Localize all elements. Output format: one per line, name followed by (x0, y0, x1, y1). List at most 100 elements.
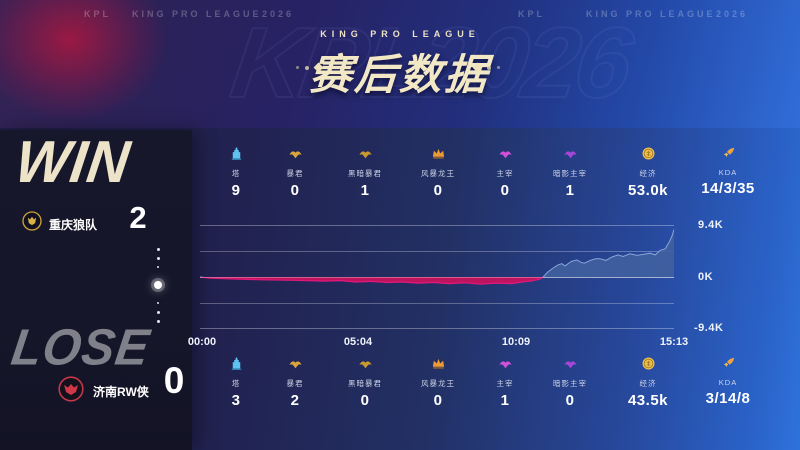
stat-value: 0 (565, 392, 575, 409)
stat-win-storm-dragon: 风暴龙王 0 (398, 146, 478, 199)
divider-dot (157, 320, 160, 323)
page-title: 赛后数据 (308, 51, 492, 98)
win-team-score: 2 (129, 200, 147, 235)
divider-dot (157, 311, 160, 314)
stat-value: 53.0k (627, 182, 669, 199)
stat-value: 1 (565, 182, 575, 199)
lose-team-logo (58, 376, 84, 407)
stat-label: 经济 (639, 379, 657, 388)
gold-diff-edge-positive (200, 229, 674, 277)
divider-glow-dot (154, 281, 162, 289)
stat-value: 1 (500, 392, 510, 409)
stat-label: KDA (718, 168, 738, 177)
stat-lose-dark-tyrant: 黑暗暴君 0 (325, 356, 405, 409)
stat-win-kda: KDA 14/3/35 (688, 146, 768, 197)
stat-win-shadow-overlord: 暗影主宰 1 (530, 146, 610, 199)
stat-value: 3/14/8 (705, 390, 751, 407)
stat-value: 3 (231, 392, 241, 409)
stat-lose-kda: KDA 3/14/8 (688, 356, 768, 407)
lose-team-name: 济南RW侠 (93, 385, 149, 399)
watermark-kpl: KPL (84, 9, 111, 19)
watermark-league: KING PRO LEAGUE (132, 9, 262, 19)
stat-win-dark-tyrant: 黑暗暴君 1 (325, 146, 405, 199)
storm-dragon-icon (431, 146, 446, 162)
stat-value: 2 (290, 392, 300, 409)
divider-dot (157, 248, 160, 251)
tyrant-icon (288, 356, 303, 372)
win-result-label: WIN (11, 128, 135, 196)
tower-icon (229, 356, 244, 372)
stat-label: 风暴龙王 (421, 169, 455, 178)
stat-label: 暴君 (286, 379, 304, 388)
gold-diff-area-negative (200, 277, 674, 285)
stat-value: 0 (500, 182, 510, 199)
divider-dot (157, 266, 159, 268)
watermark-league: KING PRO LEAGUE (586, 9, 716, 19)
y-tick-min: -9.4K (694, 322, 724, 334)
storm-dragon-icon (431, 356, 446, 372)
stat-label: 暴君 (286, 169, 304, 178)
stat-lose-overlord: 主宰 1 (465, 356, 545, 409)
league-label: KING PRO LEAGUE (320, 29, 480, 39)
watermark-year: 2026 (262, 9, 295, 19)
x-tick-1: 05:04 (343, 336, 373, 348)
stat-value: 14/3/35 (701, 180, 755, 197)
stat-value: 0 (433, 182, 443, 199)
divider-dot (157, 302, 159, 304)
title-ornament-right (472, 62, 500, 73)
x-tick-3: 15:13 (659, 336, 689, 348)
stat-value: 0 (290, 182, 300, 199)
stat-label: 主宰 (496, 379, 514, 388)
stat-label: 暗影主宰 (553, 169, 587, 178)
stat-value: 9 (231, 182, 241, 199)
stat-label: 风暴龙王 (421, 379, 455, 388)
lose-result-label: LOSE (8, 319, 154, 377)
x-tick-2: 10:09 (501, 336, 531, 348)
y-tick-zero: 0K (698, 271, 714, 283)
y-tick-max: 9.4K (698, 219, 724, 231)
stat-label: 经济 (639, 169, 657, 178)
gold-diff-area-positive (200, 229, 674, 277)
dark-tyrant-icon (358, 356, 373, 372)
stat-win-overlord: 主宰 0 (465, 146, 545, 199)
tower-icon (229, 146, 244, 162)
stat-win-tyrant: 暴君 0 (255, 146, 335, 199)
stat-lose-tyrant: 暴君 2 (255, 356, 335, 409)
stat-label: 暗影主宰 (553, 379, 587, 388)
stat-lose-shadow-overlord: 暗影主宰 0 (530, 356, 610, 409)
teams-panel (0, 130, 192, 450)
watermark-year: 2026 (716, 9, 749, 19)
lose-team-score: 0 (163, 360, 185, 401)
stat-value: 1 (360, 182, 370, 199)
stat-lose-storm-dragon: 风暴龙王 0 (398, 356, 478, 409)
shadow-overlord-icon (563, 146, 578, 162)
win-team-logo (22, 211, 42, 236)
dark-tyrant-icon (358, 146, 373, 162)
tyrant-icon (288, 146, 303, 162)
win-team-name: 重庆狼队 (49, 218, 98, 232)
kda-icon (721, 146, 736, 162)
shadow-overlord-icon (563, 356, 578, 372)
overlord-icon (498, 356, 513, 372)
stat-value: 0 (433, 392, 443, 409)
stat-win-economy: 经济 53.0k (608, 146, 688, 199)
stat-label: KDA (718, 378, 738, 387)
stat-label: 黑暗暴君 (348, 169, 382, 178)
gold-diff-chart (200, 225, 674, 329)
stat-label: 黑暗暴君 (348, 379, 382, 388)
stat-label: 主宰 (496, 169, 514, 178)
stat-label: 塔 (231, 169, 241, 178)
stat-value: 43.5k (627, 392, 669, 409)
divider-dot (157, 257, 160, 260)
stat-value: 0 (360, 392, 370, 409)
overlord-icon (498, 146, 513, 162)
watermark-kpl: KPL (518, 9, 545, 19)
economy-icon (641, 146, 656, 162)
title-ornament-left (296, 62, 324, 73)
stat-label: 塔 (231, 379, 241, 388)
stat-lose-economy: 经济 43.5k (608, 356, 688, 409)
gold-diff-edge-negative (200, 277, 545, 285)
